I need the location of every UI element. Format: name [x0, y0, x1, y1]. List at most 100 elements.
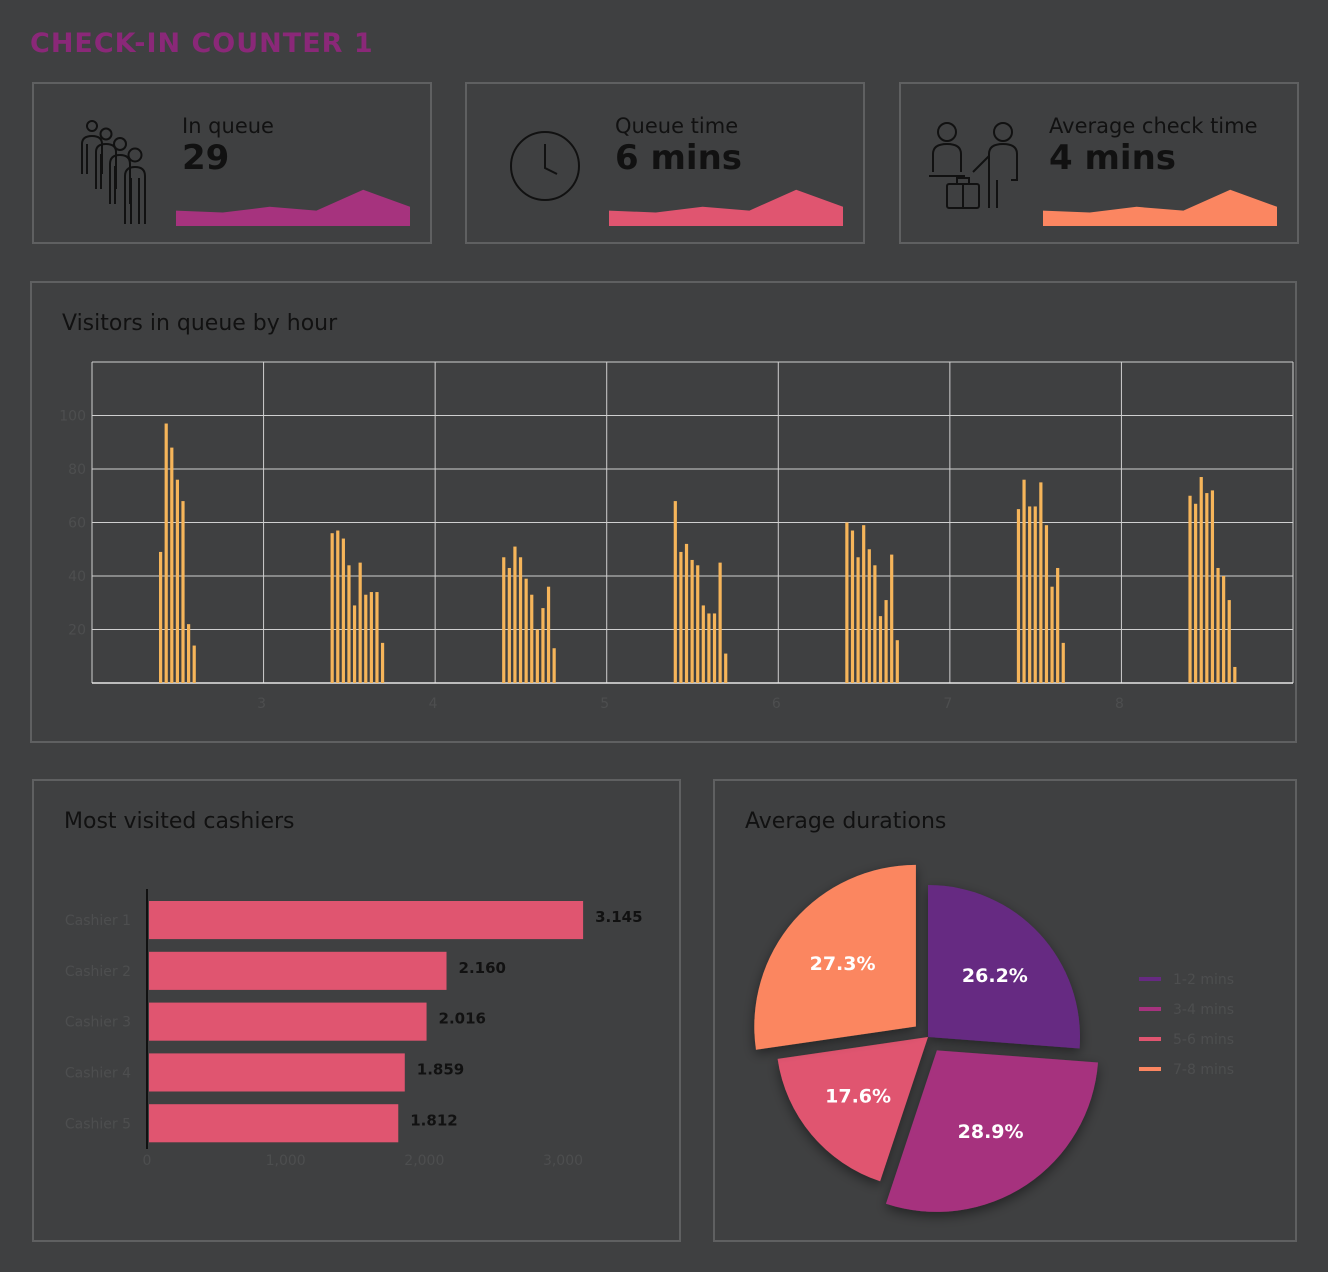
bar: [341, 538, 345, 683]
bar: [1061, 642, 1065, 683]
kpi-label: In queue: [182, 114, 274, 138]
bar: [895, 640, 899, 683]
kpi-card-in-queue: In queue 29: [32, 82, 432, 244]
data-label: 2.016: [439, 1010, 486, 1028]
bar: [380, 642, 385, 683]
sparkline-area: [609, 189, 843, 226]
bar: [364, 594, 368, 683]
bar: [502, 557, 506, 683]
pie-slice: [754, 864, 916, 1050]
bar: [707, 613, 711, 683]
x-tick-label: 2,000: [404, 1153, 444, 1169]
bar: [673, 501, 677, 683]
bar: [1022, 479, 1026, 683]
visitors-chart-panel: Visitors in queue by hour 20 40 60 80 100 3 4 5…: [30, 281, 1297, 743]
kpi-value: 6 mins: [615, 138, 743, 178]
pie-slice: [777, 1037, 928, 1182]
data-label: 3.145: [595, 908, 642, 926]
bar: [175, 479, 179, 683]
bar: [1188, 495, 1192, 683]
bar: [1028, 506, 1032, 683]
y-tick-label: 80: [68, 462, 86, 478]
bar: [181, 501, 185, 683]
legend-label: 3-4 mins: [1173, 1002, 1234, 1018]
bar: [330, 533, 334, 683]
x-tick-label: 5: [600, 696, 609, 712]
slice-label: 28.9%: [958, 1121, 1024, 1143]
data-label: 1.859: [417, 1060, 464, 1078]
sparkline: [176, 189, 410, 226]
kpi-value: 29: [182, 138, 230, 178]
bar: [149, 951, 447, 990]
bar: [149, 901, 584, 940]
bar: [1227, 600, 1231, 683]
bar: [336, 530, 340, 683]
bar: [850, 530, 855, 683]
bar: [1216, 567, 1220, 683]
durations-chart-panel: Average durations 26.2% 28.9% 17.6% 27.3% 1-…: [713, 779, 1297, 1242]
bar: [164, 423, 168, 683]
sparkline-area: [176, 189, 410, 226]
bar: [718, 562, 722, 683]
bar: [149, 1104, 399, 1143]
durations-pie-chart: 26.2% 28.9% 17.6% 27.3% 1-2 mins 3-4 mins 5-6 …: [754, 864, 1234, 1212]
y-tick-label: 20: [68, 623, 86, 639]
bar: [884, 600, 888, 683]
bar: [1194, 503, 1198, 683]
sparkline: [609, 189, 843, 226]
bar: [518, 557, 523, 683]
bar: [690, 559, 694, 683]
visitors-bar-chart: 20 40 60 80 100 3 4 5 6 7 8: [59, 361, 1294, 712]
bar: [552, 648, 556, 683]
bar: [149, 1053, 405, 1092]
sparkline: [1043, 189, 1277, 226]
x-tick-label: 3: [257, 696, 266, 712]
bar: [541, 608, 545, 683]
bar: [149, 1002, 427, 1041]
bar: [524, 578, 528, 683]
legend-label: 7-8 mins: [1173, 1062, 1234, 1078]
pie-slice: [885, 1050, 1099, 1212]
bar: [873, 565, 877, 683]
x-tick-label: 8: [1115, 696, 1124, 712]
chart-title: Most visited cashiers: [64, 809, 295, 834]
bar: [696, 565, 700, 683]
bar: [712, 613, 717, 683]
bar: [1039, 482, 1043, 683]
clock-icon: [507, 128, 583, 208]
slice-label: 17.6%: [825, 1086, 891, 1108]
bar: [862, 525, 866, 683]
bar: [1033, 506, 1037, 683]
bar: [375, 592, 379, 683]
bar: [1205, 493, 1209, 683]
bar: [867, 549, 871, 683]
kpi-card-average-check-time: Average check time 4 mins: [899, 82, 1299, 244]
kpi-label: Queue time: [615, 114, 739, 138]
slice-label: 27.3%: [810, 953, 876, 975]
y-tick-label: 60: [68, 516, 86, 532]
x-tick-label: 4: [429, 696, 438, 712]
category-label: Cashier 4: [65, 1065, 131, 1081]
check-in-agent-luggage-icon: [927, 120, 1021, 216]
bar: [890, 554, 894, 683]
category-label: Cashier 2: [65, 964, 131, 980]
kpi-card-queue-time: Queue time 6 mins: [465, 82, 865, 244]
bar: [369, 592, 373, 683]
category-label: Cashier 1: [65, 913, 131, 929]
bar: [1210, 490, 1215, 683]
bar: [684, 543, 689, 683]
bar: [1044, 525, 1049, 683]
bar: [856, 557, 860, 683]
pie-slice: [928, 885, 1080, 1049]
data-label: 2.160: [459, 959, 506, 977]
bar: [352, 605, 357, 683]
bar: [1199, 477, 1203, 683]
bar: [187, 624, 191, 683]
cashiers-bar-chart: Cashier 1 3.145 Cashier 2 2.160 Cashier 3 2.0…: [65, 889, 643, 1169]
bar: [513, 546, 517, 683]
bar: [845, 522, 849, 683]
cashiers-chart-panel: Most visited cashiers Cashier 1 3.145 Cash…: [32, 779, 681, 1242]
slice-label: 26.2%: [962, 965, 1028, 987]
legend-label: 1-2 mins: [1173, 972, 1234, 988]
x-tick-label: 1,000: [266, 1153, 306, 1169]
